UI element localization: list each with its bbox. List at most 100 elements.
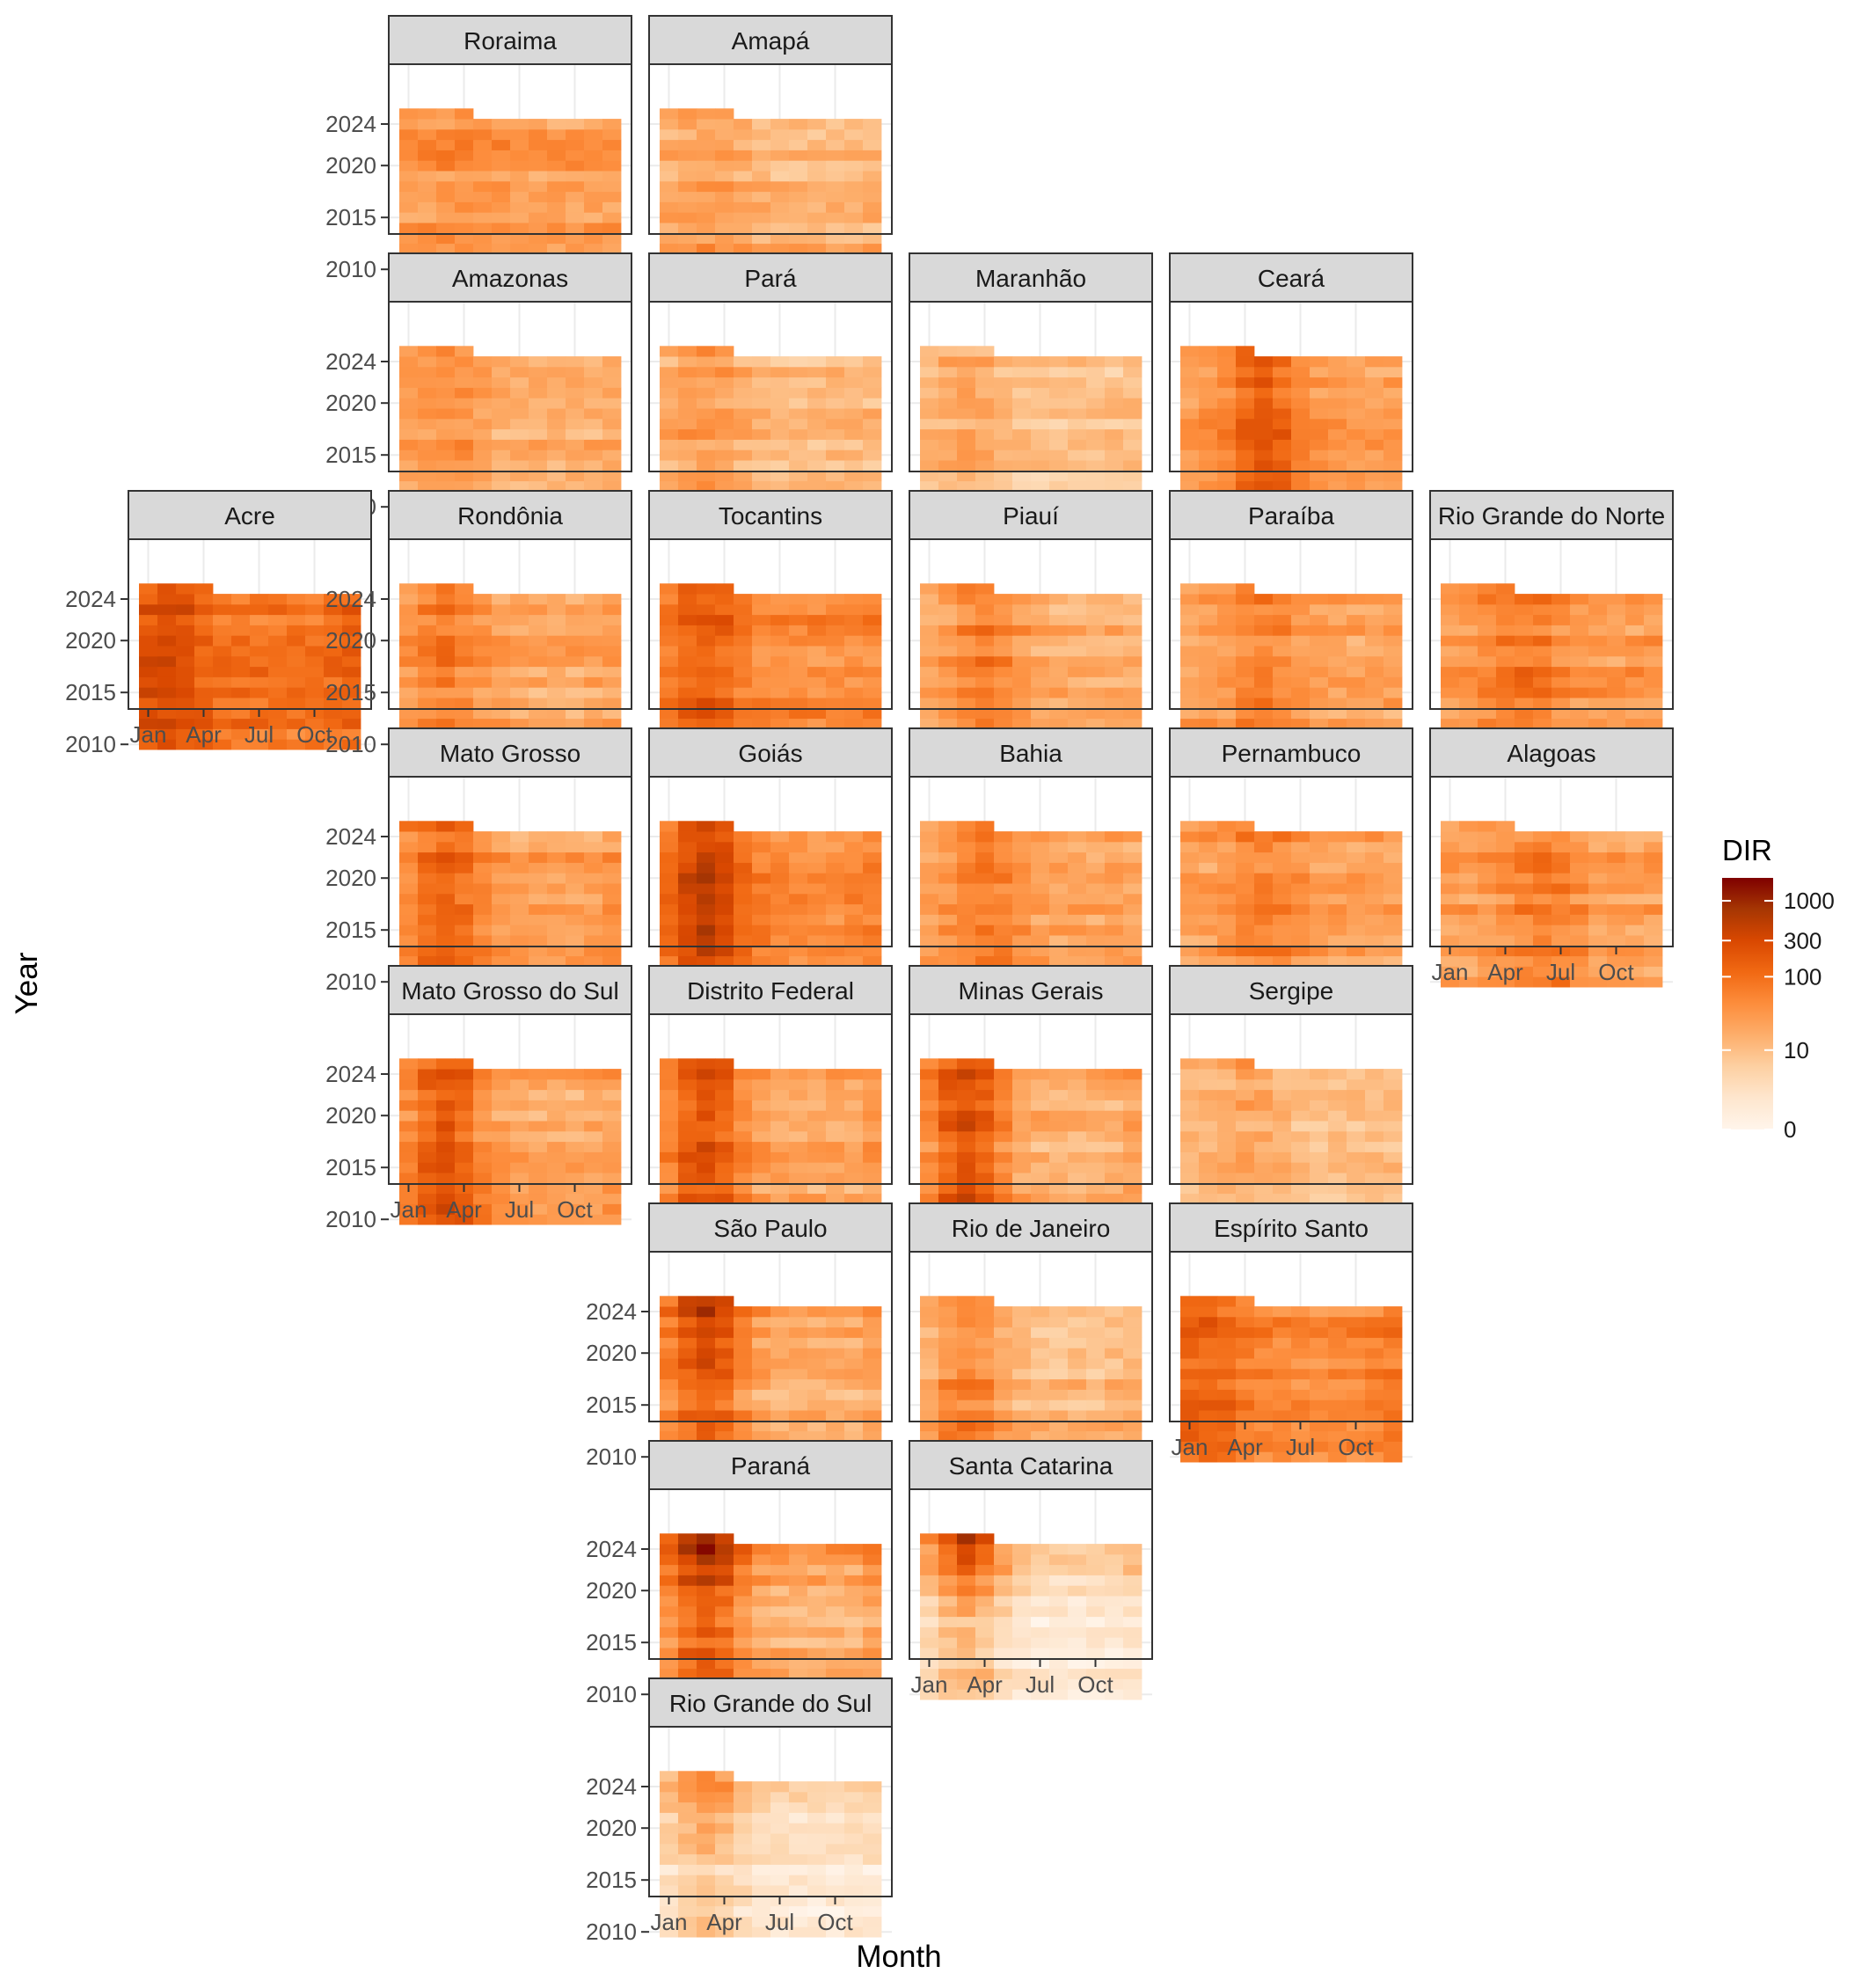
heatmap-tile: [863, 646, 881, 656]
heatmap-tile: [678, 1617, 697, 1627]
heatmap-tile: [1012, 594, 1031, 604]
heatmap-tile: [455, 1173, 473, 1183]
heatmap-tile: [602, 1152, 621, 1163]
heatmap-tile: [492, 1152, 510, 1163]
heatmap-tile: [697, 667, 715, 677]
facet-cear-: Ceará: [1170, 253, 1413, 513]
heatmap-tile: [1347, 1069, 1365, 1079]
heatmap-tile: [863, 1121, 881, 1131]
heatmap-tile: [1049, 935, 1068, 946]
heatmap-tile: [1199, 831, 1217, 842]
heatmap-tile: [529, 1100, 547, 1111]
heatmap-tile: [529, 604, 547, 615]
heatmap-tile: [492, 129, 510, 140]
heatmap-tile: [1123, 1142, 1142, 1152]
heatmap-tile: [1383, 842, 1402, 852]
heatmap-tile: [1123, 1069, 1142, 1079]
heatmap-tile: [715, 646, 734, 656]
heatmap-tile: [994, 1617, 1012, 1627]
heatmap-tile: [1291, 677, 1310, 688]
heatmap-tile: [602, 460, 621, 471]
heatmap-tile: [1496, 604, 1515, 615]
y-tick-label: 2020: [325, 865, 376, 891]
heatmap-tile: [660, 1100, 678, 1111]
heatmap-tile: [1049, 698, 1068, 708]
heatmap-tile: [455, 842, 473, 852]
heatmap-tile: [1291, 925, 1310, 935]
heatmap-tile: [770, 449, 789, 460]
heatmap-tile: [473, 831, 492, 842]
heatmap-tile: [863, 129, 881, 140]
heatmap-tile: [1570, 604, 1588, 615]
heatmap-tile: [1459, 935, 1478, 946]
y-tick-label: 2015: [325, 679, 376, 705]
heatmap-tile: [1123, 904, 1142, 915]
heatmap-tile: [697, 1152, 715, 1163]
heatmap-tile: [1347, 408, 1365, 419]
heatmap-tile: [715, 1606, 734, 1617]
heatmap-tile: [1459, 594, 1478, 604]
heatmap-tile: [660, 192, 678, 202]
heatmap-tile: [826, 1162, 844, 1173]
heatmap-tile: [1365, 863, 1383, 873]
heatmap-tile: [473, 894, 492, 904]
heatmap-tile: [1236, 883, 1254, 894]
heatmap-tile: [399, 698, 418, 708]
heatmap-tile: [752, 408, 770, 419]
heatmap-tile: [1328, 1079, 1347, 1090]
heatmap-tile: [436, 667, 455, 677]
heatmap-tile: [1328, 656, 1347, 667]
y-tick-label: 2020: [325, 1102, 376, 1129]
heatmap-tile: [1105, 925, 1123, 935]
heatmap-tile: [213, 604, 231, 615]
heatmap-tile: [715, 377, 734, 388]
heatmap-tile: [194, 667, 213, 677]
heatmap-tile: [436, 171, 455, 181]
heatmap-tile: [678, 1627, 697, 1638]
heatmap-tile: [1273, 449, 1291, 460]
heatmap-tile: [1365, 1110, 1383, 1121]
heatmap-tile: [529, 212, 547, 223]
heatmap-tile: [1273, 873, 1291, 883]
heatmap-tile: [975, 1090, 994, 1100]
heatmap-tile: [492, 181, 510, 192]
heatmap-tile: [957, 449, 975, 460]
heatmap-tile: [529, 1121, 547, 1131]
heatmap-tile: [789, 904, 807, 915]
heatmap-tile: [1049, 863, 1068, 873]
heatmap-tile: [1347, 1327, 1365, 1338]
heatmap-tile: [1570, 594, 1588, 604]
heatmap-tile: [994, 625, 1012, 636]
heatmap-tile: [473, 667, 492, 677]
heatmap-tile: [1068, 831, 1086, 842]
heatmap-tile: [1105, 1369, 1123, 1379]
facet-piau-: Piauí: [909, 491, 1152, 750]
heatmap-tile: [826, 615, 844, 625]
heatmap-tile: [863, 223, 881, 233]
facet-title: Roraima: [464, 27, 557, 55]
heatmap-tile: [1515, 925, 1533, 935]
heatmap-tile: [492, 1121, 510, 1131]
heatmap-tile: [826, 440, 844, 450]
heatmap-tile: [678, 1358, 697, 1369]
heatmap-tile: [1515, 677, 1533, 688]
heatmap-tile: [697, 377, 715, 388]
heatmap-tile: [1068, 873, 1086, 883]
heatmap-tile: [602, 677, 621, 688]
heatmap-tile: [807, 1358, 826, 1369]
heatmap-tile: [1310, 1152, 1328, 1163]
heatmap-tile: [807, 935, 826, 946]
heatmap-tile: [1254, 1162, 1273, 1173]
heatmap-tile: [1328, 635, 1347, 646]
heatmap-tile: [1273, 1410, 1291, 1421]
heatmap-tile: [807, 1079, 826, 1090]
heatmap-tile: [436, 883, 455, 894]
heatmap-tile: [863, 1173, 881, 1183]
heatmap-tile: [920, 904, 938, 915]
heatmap-tile: [602, 852, 621, 863]
heatmap-tile: [1588, 894, 1607, 904]
heatmap-tile: [455, 377, 473, 388]
heatmap-tile: [418, 863, 436, 873]
